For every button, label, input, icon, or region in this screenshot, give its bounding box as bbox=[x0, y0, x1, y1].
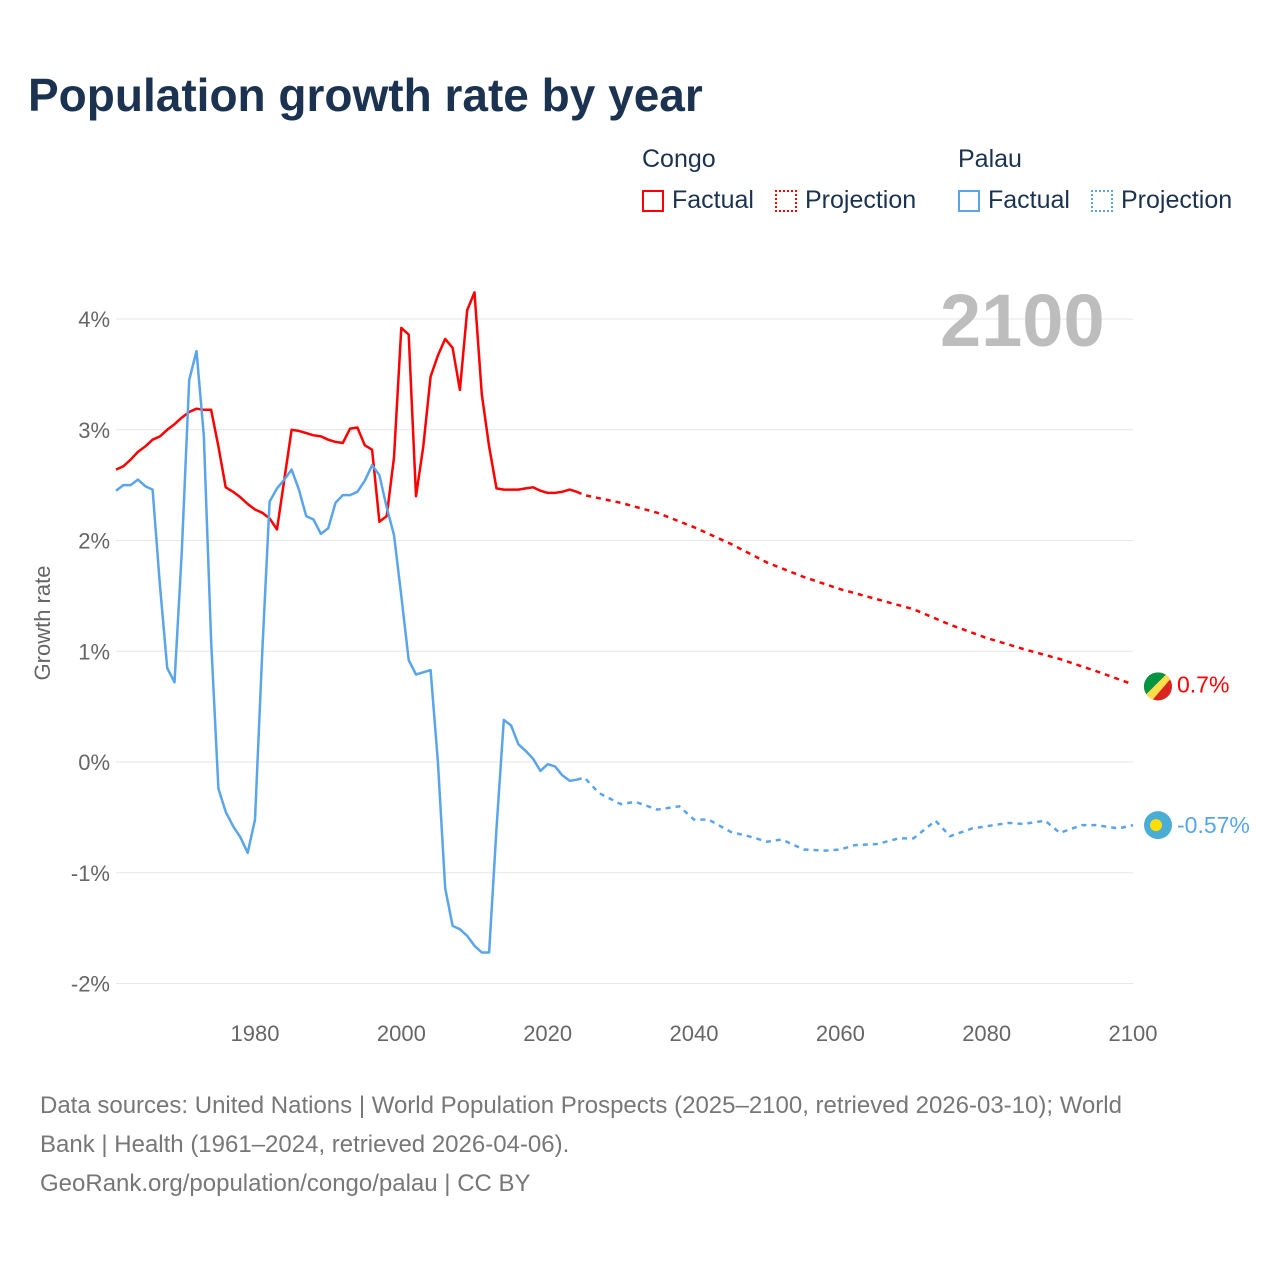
legend-group-palau: Palau bbox=[958, 145, 1022, 173]
legend-swatch bbox=[642, 189, 664, 212]
y-tick-label: 3% bbox=[78, 418, 110, 443]
legend-swatch bbox=[958, 189, 980, 212]
y-tick-label: -2% bbox=[71, 972, 110, 997]
x-tick-label: 2020 bbox=[523, 1021, 572, 1046]
y-tick-label: 0% bbox=[78, 750, 110, 775]
legend-palau-projection[interactable]: Projection bbox=[1091, 186, 1232, 215]
chart-title: Population growth rate by year bbox=[28, 69, 703, 121]
y-tick-label: 2% bbox=[78, 529, 110, 554]
legend-swatch bbox=[1091, 189, 1113, 212]
legend-label: Factual bbox=[672, 186, 754, 214]
end-value-label: 0.7% bbox=[1177, 671, 1229, 697]
y-tick-label: -1% bbox=[71, 861, 110, 886]
palau-flag-disc bbox=[1150, 819, 1162, 832]
legend-congo-factual[interactable]: Factual bbox=[642, 186, 754, 215]
series-palau-projection bbox=[576, 776, 1134, 852]
legend-label: Factual bbox=[988, 186, 1070, 214]
y-tick-label: 1% bbox=[78, 639, 110, 664]
legend-label: Projection bbox=[1121, 186, 1233, 214]
series-congo-factual bbox=[115, 291, 578, 531]
x-tick-label: 2000 bbox=[377, 1021, 426, 1046]
legend-label: Projection bbox=[805, 186, 917, 214]
footer-link[interactable]: GeoRank.org/population/congo/palau | CC … bbox=[40, 1170, 531, 1197]
x-tick-label: 2040 bbox=[670, 1021, 719, 1046]
legend-palau-factual[interactable]: Factual bbox=[958, 186, 1070, 215]
year-indicator: 2100 bbox=[940, 279, 1105, 362]
y-tick-label: 4% bbox=[78, 307, 110, 332]
end-value-label: -0.57% bbox=[1177, 812, 1250, 838]
y-axis-label: Growth rate bbox=[30, 566, 55, 681]
series-palau-factual bbox=[115, 349, 578, 954]
footer-sources: Data sources: United Nations | World Pop… bbox=[40, 1086, 1122, 1203]
legend-swatch bbox=[775, 189, 797, 212]
series-congo-projection bbox=[576, 490, 1134, 686]
footer-line: Bank | Health (1961–2024, retrieved 2026… bbox=[40, 1131, 570, 1158]
legend-congo-projection[interactable]: Projection bbox=[775, 186, 916, 215]
x-tick-label: 2100 bbox=[1109, 1021, 1158, 1046]
x-tick-label: 1980 bbox=[231, 1021, 280, 1046]
x-tick-label: 2060 bbox=[816, 1021, 865, 1046]
footer-line: Data sources: United Nations | World Pop… bbox=[40, 1092, 1122, 1119]
x-tick-label: 2080 bbox=[962, 1021, 1011, 1046]
congo-flag-icon bbox=[1144, 672, 1172, 701]
legend-group-congo: Congo bbox=[642, 145, 716, 173]
